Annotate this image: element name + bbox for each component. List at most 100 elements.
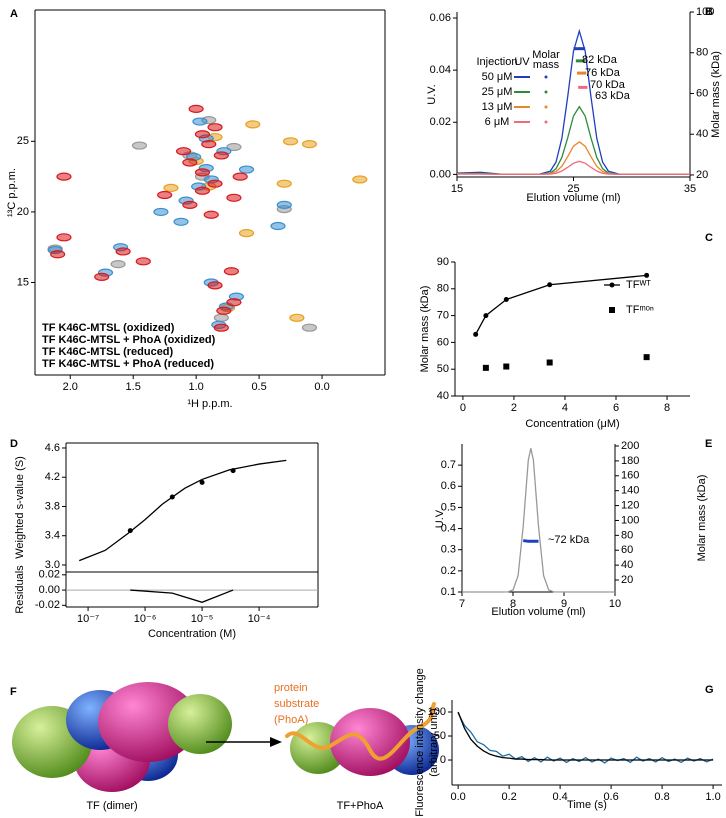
x-axis-label: ¹H p.p.m.	[187, 398, 232, 410]
x-tick-label: 0.6	[603, 791, 618, 803]
x-tick-label: 10	[609, 598, 621, 610]
panel-label: F	[10, 686, 17, 698]
x-tick-label: 4	[562, 402, 568, 414]
y2-tick-label: 80	[621, 529, 633, 541]
peak	[110, 260, 126, 269]
peak	[157, 190, 173, 200]
peak	[201, 140, 217, 149]
y2-tick-label: 200	[621, 440, 639, 452]
y-tick-label: 0.02	[430, 116, 451, 128]
panel: 10⁻⁷ 10⁻⁶ 10⁻⁵ 10⁻⁴ -0.02 0.00 0.02 Concentrati…	[35, 569, 319, 640]
x-tick-label: 0.8	[654, 791, 669, 803]
panel-label: G	[705, 684, 714, 696]
peak	[213, 313, 229, 322]
legend-entry: 6 μM	[485, 116, 510, 128]
panel: C 0 2 4 6 8 40 50 60 70 80 90 Concentration (μM) TFᵂᵀ…	[437, 232, 713, 430]
y-tick-label: 70	[437, 310, 449, 322]
peak	[223, 267, 240, 276]
data-point	[643, 354, 650, 361]
peak	[270, 221, 286, 231]
peak	[245, 120, 261, 129]
x-tick-label: 25	[567, 183, 579, 195]
y-tick-label: 4.2	[45, 471, 60, 483]
x-axis-label: Time (s)	[567, 799, 607, 811]
legend-header: mass	[533, 59, 560, 71]
x-tick-label: 0.4	[552, 791, 567, 803]
legend-entry: TF K46C-MTSL + PhoA (reduced)	[42, 358, 214, 370]
diagram-f: F protein substrate (PhoA) TF (dimer) TF…	[10, 682, 439, 812]
peak	[203, 210, 219, 219]
legend-entry: 25 μM	[482, 86, 513, 98]
data-point	[546, 359, 553, 366]
y2-tick-label: 100	[621, 514, 639, 526]
peak	[173, 217, 189, 226]
peak	[238, 165, 255, 174]
legend-swatch	[544, 105, 548, 109]
y-tick-label: 0.5	[441, 501, 456, 513]
y2-tick-label: 20	[696, 169, 708, 181]
legend-swatch	[544, 90, 548, 94]
axis-label: Molar mass (kDa)	[710, 51, 722, 138]
y-tick-label: 0.06	[430, 12, 451, 24]
legend-entry: TF K46C-MTSL (reduced)	[42, 346, 174, 358]
peak	[192, 117, 208, 126]
peak	[301, 140, 318, 149]
data-line	[457, 711, 714, 761]
data-point	[482, 364, 489, 371]
data-line	[457, 712, 714, 764]
legend-header: UV	[514, 56, 530, 68]
x-axis-label: Concentration (μM)	[525, 418, 619, 430]
peak	[182, 200, 198, 209]
y-tick-label: 15	[17, 276, 29, 288]
panel: D 3.0 3.4 3.8 4.2 4.6	[10, 438, 319, 573]
panel: B 15 25 35 0.00 0.02 0.04 0.06 20 40 60 80 100 Elutio…	[430, 6, 715, 204]
peak	[226, 193, 242, 202]
x-axis-label: Elution volume (ml)	[526, 192, 620, 204]
peak	[276, 200, 292, 209]
y2-tick-label: 60	[621, 544, 633, 556]
peak	[216, 306, 232, 315]
axis-label: Residuals	[14, 565, 26, 614]
peak	[276, 179, 292, 188]
peak	[213, 323, 229, 332]
caption: TF (dimer)	[86, 800, 137, 812]
y-tick-label: 0.00	[430, 168, 451, 180]
peak	[56, 172, 72, 181]
panel: A 2.0 1.5 1.0 0.5 0.0 15 20 25 ¹H p.p.m. TF K46C-M…	[10, 8, 386, 410]
panel: G 0.0 0.2 0.4 0.6 0.8 1.0 0 50 100 Time (s)	[428, 684, 722, 811]
peak	[301, 323, 318, 332]
x-tick-label: 7	[459, 598, 465, 610]
y2-tick-label: 40	[621, 559, 633, 571]
peak	[232, 172, 248, 181]
y2-tick-label: 40	[696, 128, 708, 140]
legend-swatch	[544, 75, 548, 79]
domain	[330, 708, 410, 776]
data-point	[199, 479, 205, 485]
x-tick-label: 15	[451, 183, 463, 195]
peak	[282, 137, 299, 146]
mass-line	[522, 539, 539, 543]
axis-label: Weighted s-value (S)	[14, 456, 26, 559]
x-tick-label: 9	[561, 598, 567, 610]
peak	[352, 175, 368, 184]
y-tick-label: 4.6	[45, 442, 60, 454]
data-line	[475, 274, 647, 335]
y2-tick-label: 60	[696, 87, 708, 99]
x-tick-label: 10⁻⁴	[248, 613, 271, 625]
annotation: 63 kDa	[595, 90, 631, 102]
annotation: 76 kDa	[585, 67, 621, 79]
y2-tick-label: 100	[696, 6, 714, 18]
x-tick-label: 10⁻⁶	[134, 613, 157, 625]
y-tick-label: 0.02	[39, 569, 60, 581]
data-line	[79, 459, 287, 562]
peak	[94, 272, 110, 281]
peak	[238, 228, 255, 238]
x-tick-label: 1.5	[126, 381, 141, 393]
arrow-head	[270, 737, 282, 747]
domain	[168, 694, 232, 754]
x-tick-label: 1.0	[705, 791, 720, 803]
data-point	[644, 272, 650, 278]
legend-entry: 50 μM	[482, 71, 513, 83]
y2-tick-label: 180	[621, 455, 639, 467]
axis-label: Fluorescence intensity change	[414, 668, 426, 817]
